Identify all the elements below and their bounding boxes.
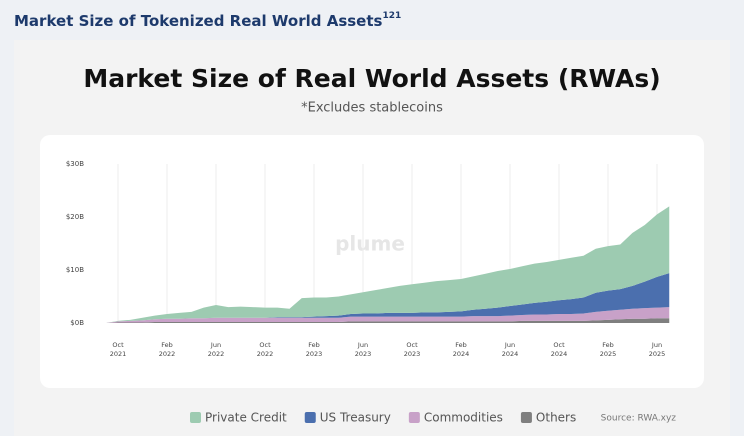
x-tick-label: Feb 2024: [453, 341, 470, 358]
chart-title: Market Size of Real World Assets (RWAs): [83, 64, 660, 93]
x-tick-label: Feb 2022: [159, 341, 176, 358]
x-tick-line: Feb: [161, 341, 173, 349]
x-tick-line: 2021: [110, 350, 127, 358]
x-tick-label: Feb 2023: [306, 341, 323, 358]
x-tick-label: Jun 2025: [649, 341, 666, 358]
x-tick-label: Jun 2024: [502, 341, 519, 358]
chart-subtitle: *Excludes stablecoins: [301, 101, 443, 116]
x-tick-line: Oct: [112, 341, 124, 349]
x-tick-line: Jun: [651, 341, 662, 349]
x-tick-line: Feb: [308, 341, 320, 349]
legend-label: Others: [536, 411, 576, 425]
chart-card: [40, 135, 704, 388]
legend-swatch: [190, 412, 201, 423]
x-tick-line: 2025: [600, 350, 617, 358]
x-tick-line: Oct: [406, 341, 418, 349]
x-tick-line: 2024: [551, 350, 568, 358]
x-tick-line: Oct: [259, 341, 271, 349]
legend-swatch: [408, 412, 420, 423]
x-tick-label: Oct 2024: [551, 341, 568, 358]
area: [105, 307, 670, 323]
y-tick-label: $30B: [66, 160, 84, 168]
y-tick-label: $10B: [66, 266, 84, 274]
area: [105, 318, 670, 323]
x-tick-line: 2022: [208, 350, 225, 358]
x-tick-label: Jun 2023: [355, 341, 372, 358]
x-tick-line: 2022: [257, 350, 274, 358]
y-tick-label: $20B: [66, 213, 84, 221]
source: Source: RWA.xyz: [601, 414, 677, 424]
y-tick-label: $0B: [70, 319, 84, 327]
x-tick-label: Oct 2022: [257, 341, 274, 358]
x-tick-line: 2023: [355, 350, 372, 358]
heading-sup: 121: [382, 11, 401, 21]
legend-label: Private Credit: [205, 411, 287, 425]
heading-text: Market Size of Tokenized Real World Asse…: [14, 12, 383, 30]
x-tick-line: Jun: [210, 341, 221, 349]
x-tick-line: 2022: [159, 350, 176, 358]
legend-swatch: [304, 412, 316, 423]
x-tick-line: Feb: [602, 341, 614, 349]
x-tick-line: Oct: [553, 341, 565, 349]
watermark: plume: [335, 232, 405, 256]
x-tick-line: Feb: [455, 341, 467, 349]
legend-swatch: [520, 412, 532, 423]
area: [105, 206, 670, 323]
x-tick-label: Oct 2023: [404, 341, 421, 358]
x-tick-line: 2024: [453, 350, 470, 358]
x-tick-line: Jun: [504, 341, 515, 349]
section-heading: Market Size of Tokenized Real World Asse…: [14, 11, 401, 30]
x-tick-line: 2023: [306, 350, 323, 358]
x-tick-line: 2023: [404, 350, 421, 358]
x-tick-label: Oct 2021: [110, 341, 127, 358]
x-tick-label: Jun 2022: [208, 341, 225, 358]
legend-label: US Treasury: [320, 411, 391, 425]
x-tick-label: Feb 2025: [600, 341, 617, 358]
x-tick-line: 2024: [502, 350, 519, 358]
area: [105, 273, 670, 323]
x-tick-line: 2025: [649, 350, 666, 358]
x-tick-line: Jun: [357, 341, 368, 349]
legend-label: Commodities: [424, 411, 503, 425]
